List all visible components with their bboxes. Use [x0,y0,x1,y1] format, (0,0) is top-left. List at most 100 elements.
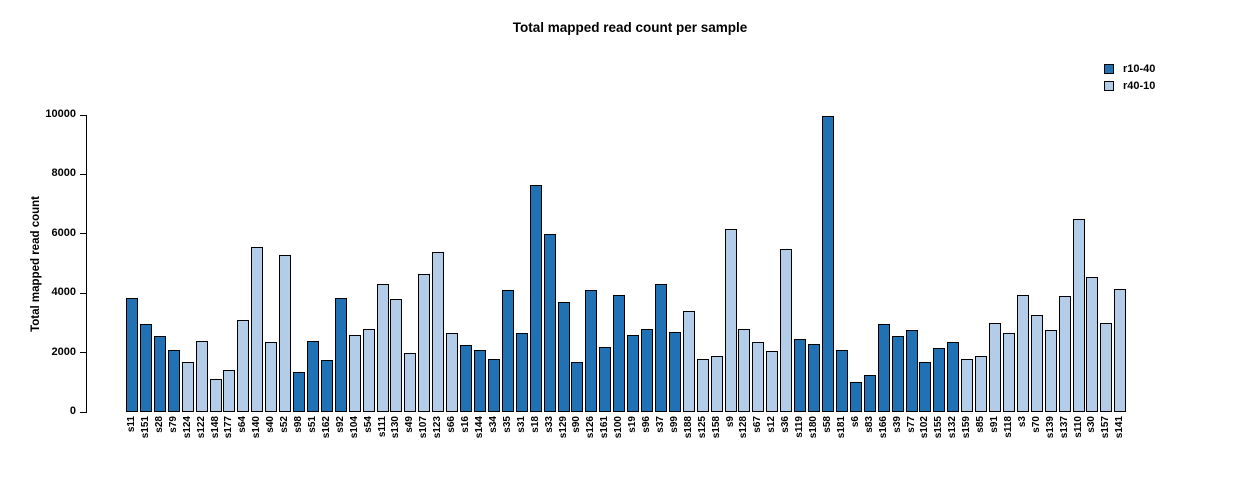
x-tick-label-text: s166 [877,416,889,439]
x-tick-label-s67: s67 [751,416,765,466]
x-tick-label-s188: s188 [682,416,696,466]
legend-item-r40-10: r40-10 [1104,77,1155,94]
x-tick-label-s16: s16 [459,416,473,466]
x-tick-label-text: s11 [126,416,137,433]
x-tick-label-text: s126 [585,416,597,439]
x-tick-label-text: s148 [209,416,221,439]
legend-swatch-r40-10 [1104,80,1114,91]
bar-s125 [696,358,709,412]
x-tick-label-s122: s122 [195,416,209,466]
x-tick-label-s40: s40 [264,416,278,466]
x-tick-label-s104: s104 [348,416,362,466]
y-axis-line [86,115,87,413]
x-tick-label-text: s100 [613,416,625,439]
bar-s104 [348,334,361,412]
x-tick-label-s90: s90 [570,416,584,466]
y-tick [80,411,86,413]
bar-s119 [794,339,807,412]
x-tick-label-text: s130 [390,416,402,439]
x-tick-label-text: s157 [1100,416,1112,439]
x-tick-label-text: s3 [1016,416,1028,428]
y-tick [80,114,86,116]
x-tick-label-text: s110 [1072,416,1084,438]
x-tick-label-text: s125 [696,416,708,439]
bar-s70 [1030,315,1043,412]
x-tick-label-text: s33 [543,416,555,433]
bar-s157 [1100,322,1113,412]
x-tick-label-s49: s49 [403,416,417,466]
x-tick-label-text: s77 [905,416,917,433]
x-tick-label-s79: s79 [167,416,181,466]
x-tick-label-s36: s36 [779,416,793,466]
x-tick-label-s70: s70 [1030,416,1044,466]
bar-s100 [613,294,626,412]
x-tick-label-text: s159 [961,416,973,439]
x-tick-label-text: s12 [766,416,778,433]
x-tick-label-s18: s18 [529,416,543,466]
x-tick-label-text: s141 [1114,416,1126,439]
x-tick-label-s137: s137 [1058,416,1072,466]
bar-s155 [933,348,946,412]
y-tick-label: 8000 [51,167,76,180]
bar-s102 [919,361,932,412]
x-tick-label-s144: s144 [473,416,487,466]
legend-label-r40-10: r40-10 [1123,79,1156,92]
x-tick-label-text: s177 [223,416,235,439]
bar-s18 [529,184,542,412]
x-tick-label-s159: s159 [960,416,974,466]
x-tick-label-s34: s34 [487,416,501,466]
x-tick-label-text: s140 [251,416,263,439]
x-tick-label-text: s96 [641,416,653,433]
bar-s91 [989,322,1002,412]
x-tick-label-text: s122 [195,416,207,439]
x-tick-label-s180: s180 [807,416,821,466]
x-tick-label-s166: s166 [877,416,891,466]
x-tick-label-text: s137 [1058,416,1070,439]
bar-s9 [724,229,737,412]
y-tick [80,173,86,175]
x-tick-label-text: s107 [418,416,430,439]
bar-s141 [1114,288,1127,412]
x-tick-label-text: s31 [515,416,527,433]
y-tick-label: 6000 [51,226,76,239]
y-tick-label: 4000 [51,286,76,299]
bar-s34 [487,358,500,412]
bar-s123 [432,251,445,412]
x-tick-label-s28: s28 [153,416,167,466]
x-tick-label-s83: s83 [863,416,877,466]
x-tick-label-s66: s66 [445,416,459,466]
bar-s148 [209,379,222,412]
x-tick-label-s123: s123 [431,416,445,466]
x-tick-label-s58: s58 [821,416,835,466]
bar-s19 [627,334,640,412]
bar-s130 [390,299,403,412]
x-tick-label-s85: s85 [974,416,988,466]
x-tick-label-s98: s98 [292,416,306,466]
bar-s79 [167,349,180,412]
x-tick-label-s37: s37 [654,416,668,466]
legend: r10-40 r40-10 [1104,60,1155,94]
y-tick-label: 2000 [51,345,76,358]
bar-s128 [738,328,751,412]
x-tick-label-text: s90 [571,416,583,433]
x-tick-label-s12: s12 [765,416,779,466]
legend-label-r10-40: r10-40 [1123,62,1156,75]
y-tick [80,292,86,294]
x-tick-label-text: s104 [348,416,360,439]
legend-swatch-r10-40 [1104,63,1114,74]
x-tick-label-text: s181 [835,416,847,439]
bar-s90 [571,361,584,412]
x-tick-label-s118: s118 [1002,416,1016,466]
bar-s37 [654,284,667,412]
x-tick-label-text: s30 [1086,416,1098,433]
bar-s36 [780,248,793,412]
x-tick-label-text: s155 [933,416,945,439]
x-tick-label-s52: s52 [278,416,292,466]
x-tick-label-text: s98 [293,416,305,433]
x-tick-label-s148: s148 [209,416,223,466]
chart-title: Total mapped read count per sample [512,20,748,35]
bar-s51 [306,340,319,412]
x-tick-label-s11: s11 [125,416,139,466]
x-tick-label-s3: s3 [1016,416,1030,466]
